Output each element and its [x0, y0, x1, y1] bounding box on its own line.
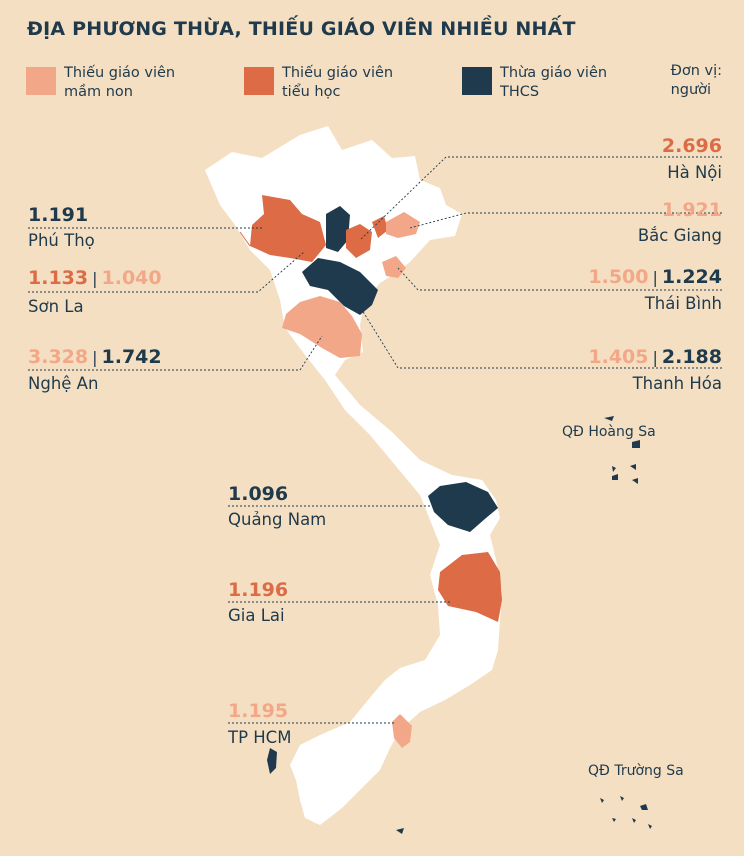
legend-label-tieu-hoc: Thiếu giáo viên tiểu học [282, 65, 394, 100]
label-son-la: Sơn La [28, 297, 84, 316]
legend-swatch-thcs [462, 67, 492, 95]
value-son-la-tieu-hoc: 1.133 [28, 267, 89, 289]
hoang-sa-islands [604, 416, 640, 484]
province-son-la-border [239, 231, 251, 247]
province-ha-noi[interactable] [346, 224, 372, 258]
phu-quoc-island [267, 748, 277, 774]
province-bac-giang[interactable] [386, 212, 420, 238]
leader-lines [28, 156, 722, 724]
label-quang-nam: Quảng Nam [228, 510, 327, 529]
legend-label-thcs: Thừa giáo viên THCS [500, 65, 608, 100]
province-quang-nam[interactable] [428, 482, 498, 532]
value-nghe-an-thcs: 1.742 [101, 346, 162, 368]
value-ha-noi: 2.696 [661, 135, 722, 157]
label-ha-noi: Hà Nội [667, 163, 722, 182]
value-gia-lai: 1.196 [228, 579, 289, 601]
label-thai-binh: Thái Bình [644, 294, 722, 313]
legend-label-mam-non: Thiếu giáo viên mầm non [64, 65, 176, 100]
value-thanh-hoa-thcs: 2.188 [661, 346, 722, 368]
label-tp-hcm: TP HCM [228, 728, 292, 747]
value-son-la-mam-non: 1.040 [101, 267, 162, 289]
legend-swatch-tieu-hoc [244, 67, 274, 95]
value-son-la: 1.133 | 1.040 [28, 267, 162, 289]
leader-nghe-an [28, 335, 323, 371]
leader-ha-noi [359, 156, 722, 241]
province-thai-binh[interactable] [382, 256, 406, 278]
province-phu-tho[interactable] [250, 195, 326, 262]
label-gia-lai: Gia Lai [228, 606, 285, 625]
value-thanh-hoa: 1.405 | 2.188 [588, 346, 722, 368]
value-nghe-an-mam-non: 3.328 [28, 346, 89, 368]
value-thai-binh-mam-non: 1.500 [588, 266, 649, 288]
label-truong-sa: QĐ Trường Sa [588, 763, 684, 779]
label-thanh-hoa: Thanh Hóa [632, 374, 722, 393]
province-ha-noi-north[interactable] [326, 206, 350, 252]
value-bac-giang: 1.921 [661, 199, 722, 221]
label-hoang-sa: QĐ Hoàng Sa [562, 424, 656, 440]
province-nghe-an[interactable] [282, 296, 362, 358]
value-thai-binh: 1.500 | 1.224 [588, 266, 722, 288]
leader-thanh-hoa [361, 309, 722, 369]
value-thai-binh-thcs: 1.224 [661, 266, 722, 288]
con-dao-island [396, 828, 404, 834]
page-title: ĐỊA PHƯƠNG THỪA, THIẾU GIÁO VIÊN NHIỀU N… [27, 18, 576, 40]
province-bac-ninh[interactable] [372, 216, 388, 238]
province-gia-lai[interactable] [438, 552, 502, 622]
value-quang-nam: 1.096 [228, 483, 289, 505]
value-phu-tho: 1.191 [28, 204, 89, 226]
leader-bac-giang [409, 212, 722, 229]
vietnam-mainland [205, 126, 502, 825]
province-tp-hcm[interactable] [392, 714, 412, 748]
value-thanh-hoa-mam-non: 1.405 [588, 346, 649, 368]
label-nghe-an: Nghệ An [28, 374, 99, 393]
unit-label: Đơn vị: người [670, 63, 722, 98]
leader-son-la [28, 251, 305, 293]
truong-sa-islands [600, 796, 652, 829]
value-tp-hcm: 1.195 [228, 700, 289, 722]
province-thanh-hoa[interactable] [302, 258, 378, 315]
label-bac-giang: Bắc Giang [637, 226, 722, 245]
leader-thai-binh [397, 267, 722, 291]
label-phu-tho: Phú Thọ [28, 231, 95, 250]
legend-swatch-mam-non [26, 67, 56, 95]
value-nghe-an: 3.328 | 1.742 [28, 346, 162, 368]
